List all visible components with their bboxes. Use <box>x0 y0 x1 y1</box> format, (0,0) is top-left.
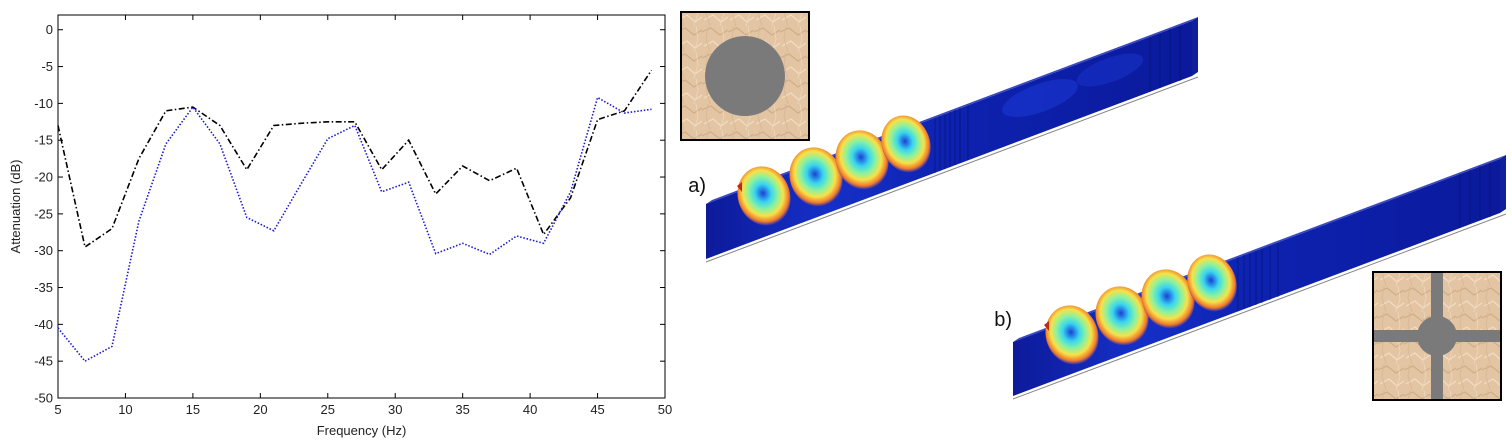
x-tick-label: 40 <box>523 402 537 417</box>
x-tick-label: 15 <box>186 402 200 417</box>
y-axis-label: Attenuation (dB) <box>8 160 23 254</box>
bar-a-ground-line <box>705 76 1199 263</box>
y-tick-label: -15 <box>34 133 53 148</box>
series-line-2 <box>57 96 652 363</box>
y-tick-label: -40 <box>34 317 53 332</box>
bar-b-source-marker <box>1044 321 1049 331</box>
circular-inclusion <box>705 36 785 116</box>
x-tick-label: 25 <box>321 402 335 417</box>
bar-b-ground-line <box>1012 213 1507 400</box>
bar-b-mesh-lines <box>1237 163 1491 311</box>
bar-b-wave-field <box>1045 254 1237 365</box>
y-tick-label: -20 <box>34 170 53 185</box>
series-lines <box>57 69 653 363</box>
panel-b-label: b) <box>994 309 1012 331</box>
y-tick-label: 0 <box>46 22 53 37</box>
x-tick-label: 10 <box>118 402 132 417</box>
bar-a-end-face <box>1192 17 1198 76</box>
simulation-bar-a: a) <box>688 17 1199 263</box>
y-tick-label: -10 <box>34 96 53 111</box>
x-tick-label: 30 <box>388 402 402 417</box>
plot-area <box>57 14 666 399</box>
y-tick-label: -30 <box>34 243 53 258</box>
bar-a-source-marker <box>737 182 742 192</box>
panel-a-label: a) <box>688 175 706 197</box>
x-axis-label: Frequency (Hz) <box>317 423 407 438</box>
bar-a-wave-field <box>737 53 1144 226</box>
y-tick-label: -5 <box>41 59 53 74</box>
x-tick-label: 20 <box>253 402 267 417</box>
simulation-bar-b: b) <box>994 155 1507 400</box>
x-tick-label: 5 <box>54 402 61 417</box>
bar-b-end-face <box>1500 155 1506 213</box>
x-tick-label: 50 <box>658 402 672 417</box>
y-tick-label: -45 <box>34 354 53 369</box>
axis-ticks: 5 10 15 20 25 30 35 40 45 50 0 -5 -10 -15 -20 -25 -30 -35… <box>34 15 672 417</box>
x-tick-label: 45 <box>590 402 604 417</box>
y-tick-label: -25 <box>34 206 53 221</box>
inset-cross-unit-cell <box>1372 271 1502 401</box>
inset-circle-unit-cell <box>680 11 810 141</box>
bar-a-mesh-lines <box>934 26 1181 173</box>
y-tick-label: -50 <box>34 391 53 406</box>
attenuation-chart: 5 10 15 20 25 30 35 40 45 50 0 -5 -10 -15 -20 -25 -30 -35… <box>8 14 672 438</box>
cross-center-inclusion <box>1417 316 1457 356</box>
y-tick-label: -35 <box>34 280 53 295</box>
x-tick-label: 35 <box>455 402 469 417</box>
